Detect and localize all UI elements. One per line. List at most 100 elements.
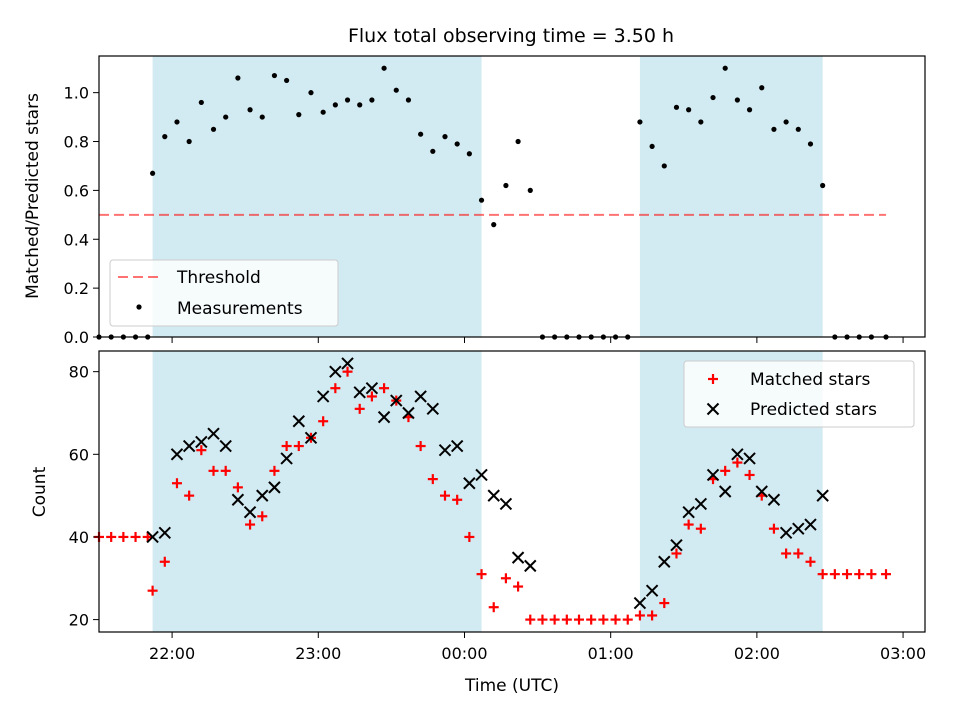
measurement-point	[198, 99, 204, 106]
legend-matched-swatch	[708, 374, 718, 384]
predicted-star-point	[231, 493, 245, 506]
y-tick-label: 0.4	[64, 230, 89, 249]
predicted-star-point	[316, 390, 330, 403]
matched-star-point	[171, 478, 182, 489]
matched-star-point	[586, 614, 597, 625]
measurement-point	[320, 109, 326, 115]
matched-star-point	[768, 523, 779, 534]
predicted-star-point	[731, 448, 744, 461]
y-tick-label: 0.8	[64, 133, 89, 152]
measurement-point	[454, 141, 460, 147]
matched-star-point	[659, 598, 670, 609]
predicted-star-point	[414, 390, 427, 403]
predicted-star-point	[402, 406, 415, 420]
matched-star-point	[500, 573, 511, 584]
matched-star-point	[744, 469, 755, 480]
measurement-point	[746, 107, 753, 113]
matched-star-point	[269, 465, 280, 476]
predicted-star-point	[170, 448, 184, 461]
matched-star-point	[106, 531, 117, 542]
measurement-point	[174, 119, 180, 125]
predicted-star-point	[268, 481, 281, 494]
measurement-point	[637, 119, 643, 125]
matched-star-point	[732, 457, 743, 468]
predicted-star-point	[499, 497, 513, 511]
measurement-point	[369, 97, 375, 103]
matched-star-point	[574, 614, 585, 625]
predicted-star-point	[463, 477, 476, 490]
predicted-star-point	[243, 505, 257, 519]
measurement-point	[418, 131, 424, 137]
matched-star-point	[476, 569, 487, 580]
predicted-star-point	[304, 431, 318, 444]
matched-star-point	[549, 614, 560, 625]
predicted-star-point	[718, 485, 732, 498]
predicted-star-point	[353, 386, 366, 399]
legend-cross-marker	[706, 402, 720, 416]
x-tick-label: 23:00	[295, 644, 341, 663]
measurement-point	[820, 182, 826, 189]
predicted-star-point	[670, 539, 683, 552]
matched-star-point	[854, 569, 865, 580]
predicted-star-point	[365, 381, 379, 395]
bottom-plot-frame	[98, 350, 926, 633]
observing-window-1	[152, 351, 482, 632]
matched-star-point	[866, 569, 877, 580]
top-panel: 0.0 0.2 0.4 0.6 0.8 1.0 Matched/Predicted sta…	[23, 55, 926, 347]
predicted-star-point	[292, 415, 306, 428]
matched-star-point	[683, 519, 694, 530]
y-tick-label: 0.6	[64, 181, 89, 200]
matched-star-point	[805, 556, 816, 567]
predicted-star-point	[633, 596, 647, 610]
x-tick-label: 01:00	[588, 644, 634, 663]
matched-star-point	[147, 585, 158, 596]
predicted-star-point	[195, 435, 208, 449]
predicted-star-point	[426, 402, 440, 416]
legend-plus-marker	[708, 374, 718, 384]
matched-star-point	[464, 531, 475, 542]
predicted-star-point	[475, 468, 488, 482]
legend-threshold-label: Threshold	[176, 268, 261, 288]
measurement-point	[308, 90, 314, 96]
bottom-y-axis-label: Count	[30, 466, 50, 517]
top-legend: Threshold Measurements	[109, 259, 339, 327]
observing-window-2	[639, 56, 823, 337]
y-tick-label: 60	[69, 445, 89, 464]
measurement-point	[734, 97, 740, 103]
measurement-point	[527, 187, 533, 193]
measurement-point	[807, 141, 814, 147]
measurement-point	[210, 126, 217, 132]
predicted-star-point	[645, 584, 659, 597]
measurement-point	[466, 151, 472, 157]
matched-star-point	[427, 474, 438, 485]
legend-predicted-label: Predicted stars	[750, 400, 877, 420]
measurement-point	[698, 119, 704, 125]
matched-star-point	[379, 383, 390, 394]
matched-star-point	[720, 465, 731, 476]
predicted-star-point	[390, 394, 403, 407]
matched-star-point	[598, 614, 609, 625]
measurement-point	[150, 170, 156, 176]
matched-star-point	[342, 366, 353, 377]
predicted-star-point	[804, 518, 817, 531]
measurement-point	[442, 134, 448, 140]
matched-star-point	[293, 441, 304, 452]
matched-star-point	[452, 494, 463, 505]
matched-star-point	[232, 482, 243, 493]
measurement-point	[491, 222, 497, 228]
matched-star-point	[159, 556, 170, 567]
measurement-point	[381, 65, 387, 71]
y-tick-label: 1.0	[64, 84, 89, 103]
predicted-star-point	[329, 365, 342, 378]
y-tick-label: 40	[69, 528, 89, 547]
predicted-star-point	[767, 493, 781, 506]
matched-star-point	[118, 531, 129, 542]
measurement-point	[393, 87, 399, 93]
measurement-point	[722, 65, 728, 71]
predicted-star-point	[450, 439, 464, 453]
predicted-star-point	[792, 522, 805, 535]
measurement-point	[223, 114, 229, 120]
matched-star-point	[330, 383, 341, 394]
